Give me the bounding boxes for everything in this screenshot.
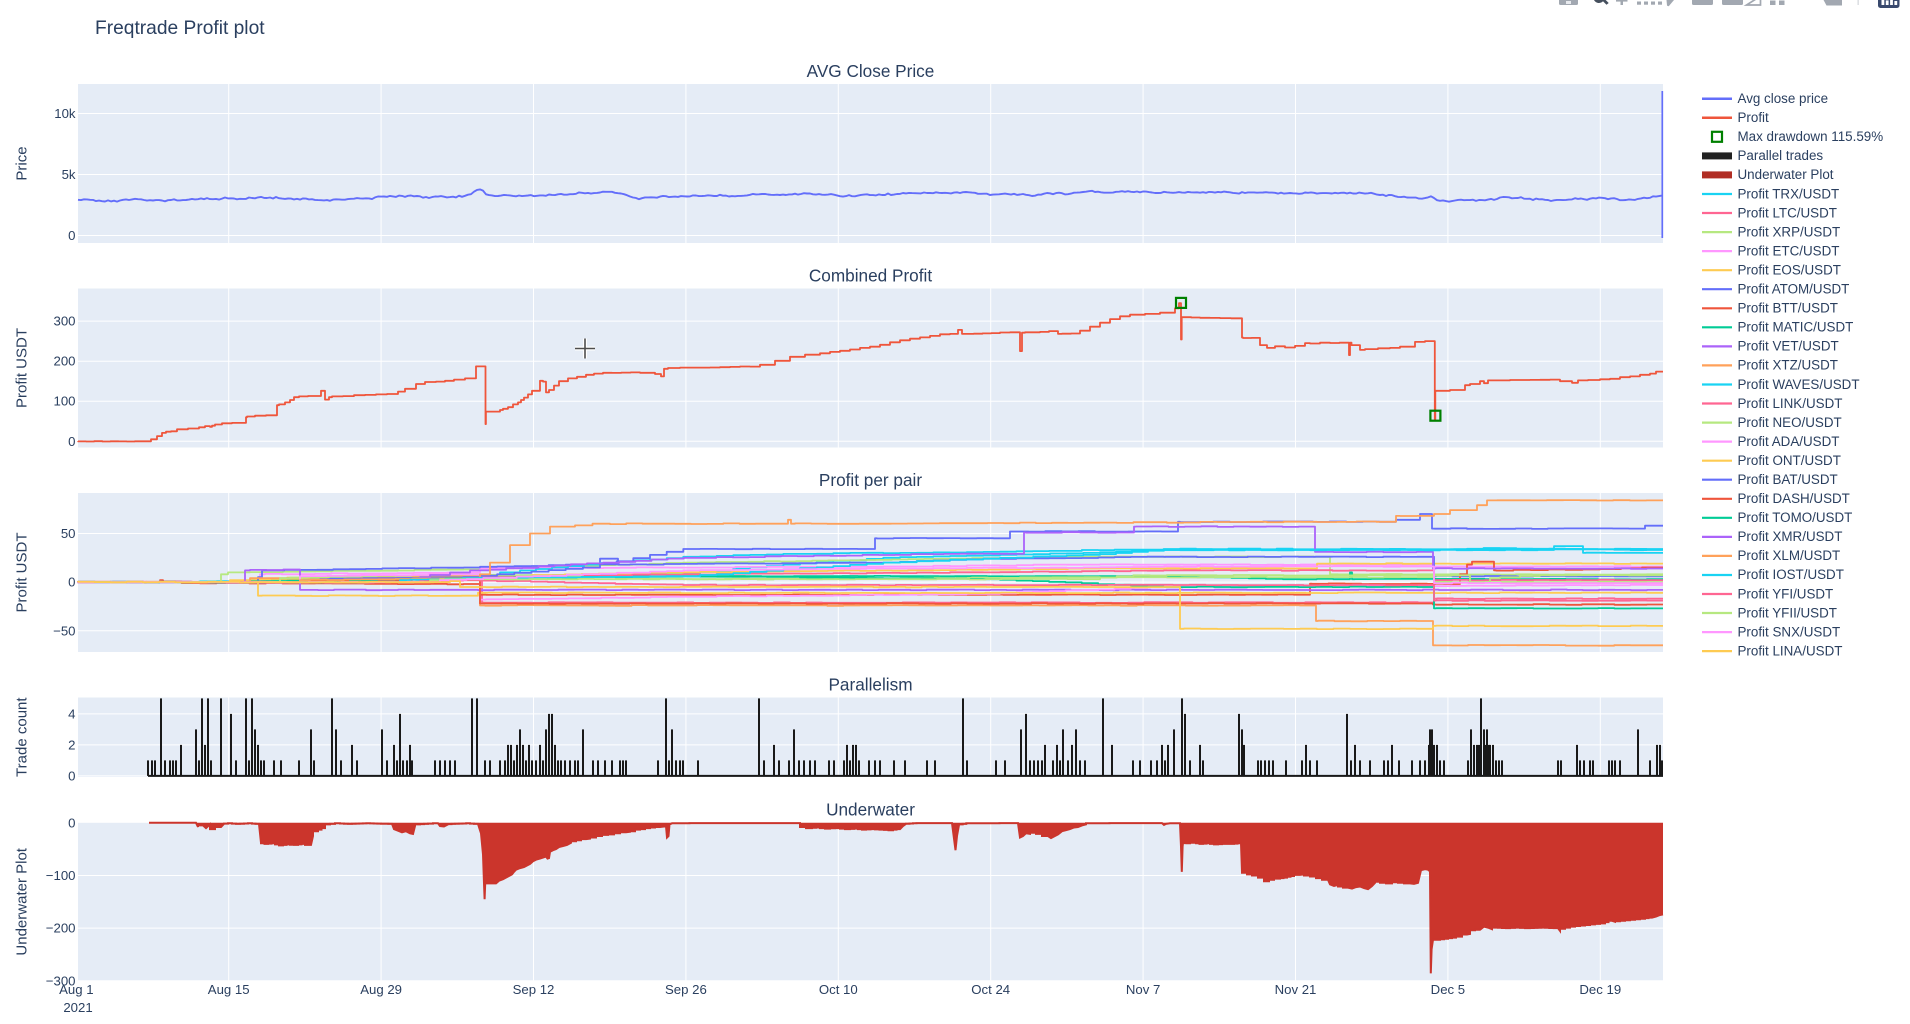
- svg-text:Parallelism: Parallelism: [828, 675, 912, 695]
- svg-text:Profit MATIC/USDT: Profit MATIC/USDT: [1738, 320, 1854, 335]
- svg-text:Profit ADA/USDT: Profit ADA/USDT: [1738, 434, 1840, 449]
- svg-text:Parallel trades: Parallel trades: [1738, 148, 1824, 163]
- svg-text:Avg close price: Avg close price: [1738, 91, 1829, 106]
- svg-text:Nov 7: Nov 7: [1126, 982, 1160, 997]
- svg-text:10k: 10k: [54, 106, 76, 121]
- svg-text:Aug 29: Aug 29: [360, 982, 402, 997]
- svg-text:Nov 21: Nov 21: [1275, 982, 1317, 997]
- svg-text:Max drawdown 115.59%: Max drawdown 115.59%: [1738, 129, 1884, 144]
- svg-text:Profit SNX/USDT: Profit SNX/USDT: [1738, 624, 1841, 639]
- svg-text:Freqtrade Profit plot: Freqtrade Profit plot: [95, 18, 265, 39]
- svg-text:Profit TRX/USDT: Profit TRX/USDT: [1738, 186, 1840, 201]
- svg-text:Profit ATOM/USDT: Profit ATOM/USDT: [1738, 282, 1850, 297]
- svg-text:Oct 10: Oct 10: [819, 982, 858, 997]
- svg-text:Profit LINA/USDT: Profit LINA/USDT: [1738, 643, 1843, 658]
- svg-text:Profit XMR/USDT: Profit XMR/USDT: [1738, 529, 1843, 544]
- svg-text:Oct 24: Oct 24: [971, 982, 1010, 997]
- svg-text:Underwater Plot: Underwater Plot: [1738, 167, 1834, 182]
- svg-text:Profit LINK/USDT: Profit LINK/USDT: [1738, 396, 1843, 411]
- svg-text:Profit YFII/USDT: Profit YFII/USDT: [1738, 605, 1837, 620]
- svg-text:0: 0: [68, 575, 75, 590]
- svg-text:Profit NEO/USDT: Profit NEO/USDT: [1738, 415, 1842, 430]
- svg-text:100: 100: [53, 394, 75, 409]
- svg-text:50: 50: [61, 526, 76, 541]
- svg-text:Sep 12: Sep 12: [513, 982, 555, 997]
- svg-text:Profit LTC/USDT: Profit LTC/USDT: [1738, 205, 1837, 220]
- svg-text:Profit ONT/USDT: Profit ONT/USDT: [1738, 453, 1841, 468]
- svg-text:−100: −100: [46, 868, 76, 883]
- svg-text:Trade count: Trade count: [14, 697, 31, 777]
- svg-text:Profit: Profit: [1738, 110, 1770, 125]
- svg-text:Profit per pair: Profit per pair: [819, 470, 922, 490]
- svg-text:Profit YFI/USDT: Profit YFI/USDT: [1738, 586, 1834, 601]
- svg-text:Combined Profit: Combined Profit: [809, 266, 932, 286]
- svg-text:Sep 26: Sep 26: [665, 982, 707, 997]
- svg-text:AVG Close Price: AVG Close Price: [807, 61, 935, 81]
- svg-text:Profit VET/USDT: Profit VET/USDT: [1738, 339, 1839, 354]
- svg-text:0: 0: [68, 434, 75, 449]
- svg-text:Aug 1: Aug 1: [59, 982, 93, 997]
- svg-text:300: 300: [53, 314, 75, 329]
- svg-text:Profit DASH/USDT: Profit DASH/USDT: [1738, 491, 1850, 506]
- svg-text:Dec 19: Dec 19: [1579, 982, 1621, 997]
- svg-text:Profit USDT: Profit USDT: [14, 532, 31, 612]
- svg-text:Profit XTZ/USDT: Profit XTZ/USDT: [1738, 358, 1838, 373]
- svg-text:0: 0: [68, 815, 75, 830]
- svg-text:−50: −50: [53, 623, 75, 638]
- svg-text:Profit BTT/USDT: Profit BTT/USDT: [1738, 301, 1838, 316]
- svg-text:2: 2: [68, 737, 75, 752]
- svg-text:Profit USDT: Profit USDT: [14, 328, 31, 408]
- svg-text:Profit BAT/USDT: Profit BAT/USDT: [1738, 472, 1838, 487]
- svg-text:0: 0: [68, 768, 75, 783]
- svg-text:Profit ETC/USDT: Profit ETC/USDT: [1738, 243, 1840, 258]
- svg-text:Underwater Plot: Underwater Plot: [14, 847, 31, 955]
- svg-text:4: 4: [68, 706, 75, 721]
- svg-text:Profit XLM/USDT: Profit XLM/USDT: [1738, 548, 1841, 563]
- svg-text:Profit EOS/USDT: Profit EOS/USDT: [1738, 263, 1841, 278]
- svg-text:0: 0: [68, 228, 75, 243]
- svg-text:−200: −200: [46, 921, 76, 936]
- svg-text:2021: 2021: [63, 1000, 92, 1015]
- svg-text:Profit TOMO/USDT: Profit TOMO/USDT: [1738, 510, 1853, 525]
- svg-text:Profit WAVES/USDT: Profit WAVES/USDT: [1738, 377, 1860, 392]
- svg-text:Underwater: Underwater: [826, 800, 915, 820]
- svg-text:−300: −300: [46, 973, 76, 988]
- svg-text:Profit XRP/USDT: Profit XRP/USDT: [1738, 224, 1841, 239]
- svg-text:Profit IOST/USDT: Profit IOST/USDT: [1738, 567, 1844, 582]
- svg-text:Dec 5: Dec 5: [1431, 982, 1465, 997]
- svg-text:Price: Price: [14, 146, 31, 180]
- svg-text:5k: 5k: [62, 167, 76, 182]
- svg-text:200: 200: [53, 354, 75, 369]
- svg-text:Aug 15: Aug 15: [208, 982, 250, 997]
